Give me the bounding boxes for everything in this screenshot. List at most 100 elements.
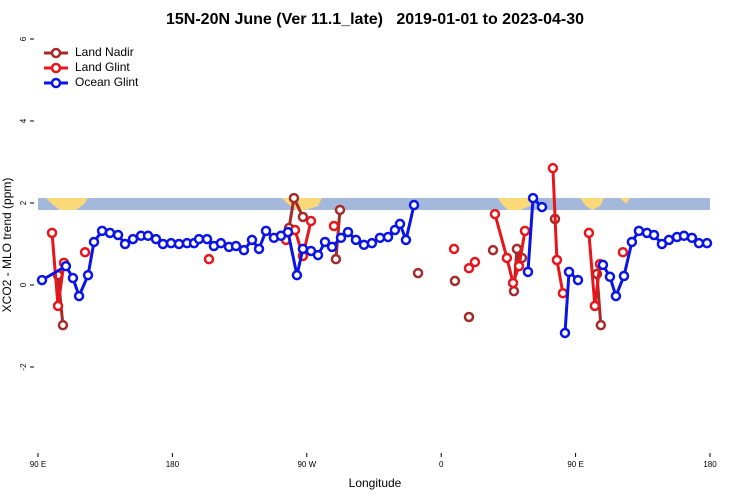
data-point (246, 234, 258, 246)
data-point (157, 238, 169, 250)
data-point (572, 274, 584, 286)
chart-title: 15N-20N June (Ver 11.1_late) 2019-01-01 … (166, 11, 584, 28)
data-point (463, 311, 475, 323)
data-point (583, 227, 595, 239)
data-point (260, 225, 272, 237)
data-point (563, 266, 575, 278)
data-point (253, 243, 265, 255)
data-point (595, 319, 607, 331)
data-point (291, 269, 303, 281)
data-point (46, 227, 58, 239)
data-point (508, 285, 520, 297)
legend-label: Land Glint (75, 60, 130, 74)
y-tick-label: -2 (19, 363, 28, 371)
data-point (230, 240, 242, 252)
data-point (663, 234, 675, 246)
plot-area (36, 162, 713, 339)
legend-marker (50, 62, 62, 74)
data-point (522, 266, 534, 278)
data-point (513, 260, 525, 272)
data-point (319, 236, 331, 248)
data-point (559, 327, 571, 339)
map-strip (38, 198, 710, 210)
x-tick-label: 0 (439, 460, 444, 469)
data-point (201, 233, 213, 245)
legend-marker (50, 77, 62, 89)
data-point (312, 249, 324, 261)
data-point (617, 246, 629, 258)
data-point (511, 243, 523, 255)
x-tick-label: 90 E (30, 460, 46, 469)
data-point (448, 243, 460, 255)
data-point (604, 271, 616, 283)
data-point (215, 237, 227, 249)
data-point (297, 243, 309, 255)
data-point (618, 270, 630, 282)
x-tick-label: 90 W (297, 460, 316, 469)
y-axis-label: XCO2 - MLO trend (ppm) (0, 178, 14, 313)
y-tick-label: 6 (19, 36, 28, 41)
data-point (536, 201, 548, 213)
data-point (79, 246, 91, 258)
data-point (382, 231, 394, 243)
data-point (693, 237, 705, 249)
data-point (193, 233, 205, 245)
data-point (335, 232, 347, 244)
data-point (127, 233, 139, 245)
data-point (527, 192, 539, 204)
x-tick-label: 180 (703, 460, 717, 469)
data-point (203, 253, 215, 265)
y-tick-label: 4 (19, 118, 28, 123)
data-point (73, 290, 85, 302)
legend-marker (50, 47, 62, 59)
data-point (686, 232, 698, 244)
data-point (366, 237, 378, 249)
data-point (67, 272, 79, 284)
data-point (589, 300, 601, 312)
data-point (547, 162, 559, 174)
data-point (469, 256, 481, 268)
data-point (334, 204, 346, 216)
data-point (305, 215, 317, 227)
data-point (297, 211, 309, 223)
legend-label: Land Nadir (75, 45, 134, 59)
data-point (119, 238, 131, 250)
data-point (610, 290, 622, 302)
x-axis-label: Longitude (349, 476, 402, 490)
data-point (648, 229, 660, 241)
data-point (60, 260, 72, 272)
data-point (330, 253, 342, 265)
legend-label: Ocean Glint (75, 75, 139, 89)
x-tick-label: 180 (166, 460, 180, 469)
y-tick-label: 2 (19, 200, 28, 205)
data-point (400, 234, 412, 246)
data-point (112, 229, 124, 241)
data-point (104, 227, 116, 239)
y-tick-label: 0 (19, 282, 28, 287)
data-point (238, 244, 250, 256)
data-point (551, 254, 563, 266)
data-point (412, 267, 424, 279)
data-point (557, 287, 569, 299)
data-point (328, 220, 340, 232)
data-point (374, 232, 386, 244)
data-point (288, 192, 300, 204)
data-point (88, 236, 100, 248)
data-point (342, 226, 354, 238)
data-point (489, 208, 501, 220)
data-point (449, 275, 461, 287)
data-point (173, 238, 185, 250)
data-point (52, 300, 64, 312)
data-point (394, 218, 406, 230)
data-point (519, 225, 531, 237)
x-tick-label: 90 E (567, 460, 583, 469)
data-point (326, 241, 338, 253)
data-point (633, 225, 645, 237)
data-point (487, 244, 499, 256)
data-point (82, 269, 94, 281)
data-point (507, 277, 519, 289)
data-point (282, 226, 294, 238)
data-point (57, 319, 69, 331)
